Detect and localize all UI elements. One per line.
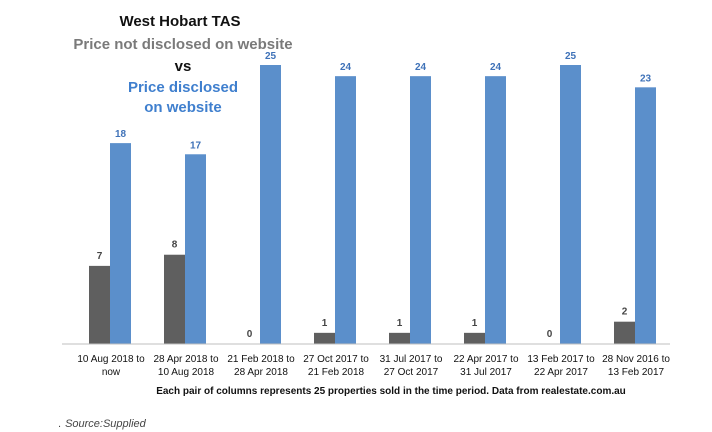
- bars-group: [89, 65, 656, 344]
- data-label-disclosed: 17: [190, 140, 202, 151]
- x-tick-label: 27 Oct 2017: [384, 367, 439, 378]
- image-source: . Source:Supplied: [58, 418, 146, 430]
- x-tick-label: 22 Apr 2017 to: [453, 354, 518, 365]
- data-label-disclosed: 24: [490, 62, 502, 73]
- labels-group: 7 18 10 Aug 2018 to now 8 17 28 Apr 2018 to 10 …: [77, 51, 670, 378]
- x-tick-label: 28 Nov 2016 to: [602, 354, 670, 365]
- bar-disclosed: [485, 76, 506, 344]
- x-tick-label: 10 Aug 2018 to: [77, 354, 145, 365]
- data-label-not-disclosed: 1: [397, 318, 403, 329]
- x-tick-label: 22 Apr 2017: [534, 367, 588, 378]
- bar-disclosed: [560, 65, 581, 344]
- data-label-not-disclosed: 2: [622, 307, 628, 318]
- bar-not-disclosed: [89, 265, 110, 344]
- bar-not-disclosed: [164, 254, 185, 344]
- x-tick-label: 31 Jul 2017 to: [380, 354, 443, 365]
- source-text: Source:Supplied: [65, 418, 146, 430]
- x-tick-label: 10 Aug 2018: [158, 367, 215, 378]
- x-tick-label: 13 Feb 2017 to: [527, 354, 595, 365]
- bar-disclosed: [110, 143, 131, 344]
- x-tick-label: 21 Feb 2018: [308, 367, 365, 378]
- bar-disclosed: [185, 154, 206, 344]
- legend-disclosed-line1: Price disclosed: [127, 79, 239, 96]
- bar-disclosed: [335, 76, 356, 344]
- data-label-not-disclosed: 1: [322, 318, 328, 329]
- legend-disclosed: Price disclosed on website: [0, 78, 366, 118]
- bar-not-disclosed: [464, 332, 485, 344]
- data-label-disclosed: 23: [640, 73, 652, 84]
- data-label-disclosed: 25: [265, 51, 277, 62]
- data-label-not-disclosed: 7: [97, 251, 103, 262]
- data-label-disclosed: 24: [415, 62, 427, 73]
- x-tick-label: 28 Apr 2018: [234, 367, 288, 378]
- x-tick-label: 31 Jul 2017: [460, 367, 512, 378]
- data-label-not-disclosed: 0: [547, 329, 553, 340]
- data-label-disclosed: 18: [115, 129, 127, 140]
- bar-not-disclosed: [614, 321, 635, 344]
- bar-disclosed: [410, 76, 431, 344]
- data-label-not-disclosed: 0: [247, 329, 253, 340]
- x-tick-label: 27 Oct 2017 to: [303, 354, 369, 365]
- bar-disclosed: [635, 87, 656, 344]
- x-tick-label: now: [102, 367, 121, 378]
- source-dot: .: [58, 418, 62, 430]
- legend-disclosed-line2: on website: [144, 99, 222, 116]
- legend-versus: vs: [174, 58, 192, 75]
- bar-not-disclosed: [314, 332, 335, 344]
- chart-title: West Hobart TAS: [119, 13, 241, 30]
- x-tick-label: 21 Feb 2018 to: [227, 354, 295, 365]
- bar-disclosed: [260, 65, 281, 344]
- data-label-not-disclosed: 1: [472, 318, 478, 329]
- data-label-disclosed: 24: [340, 62, 352, 73]
- x-tick-label: 13 Feb 2017: [608, 367, 665, 378]
- x-tick-label: 28 Apr 2018 to: [153, 354, 218, 365]
- data-label-not-disclosed: 8: [172, 240, 178, 251]
- legend-not-disclosed: Price not disclosed on website: [73, 36, 293, 53]
- bar-not-disclosed: [389, 332, 410, 344]
- data-label-disclosed: 25: [565, 51, 577, 62]
- chart-footnote: Each pair of columns represents 25 prope…: [156, 386, 626, 397]
